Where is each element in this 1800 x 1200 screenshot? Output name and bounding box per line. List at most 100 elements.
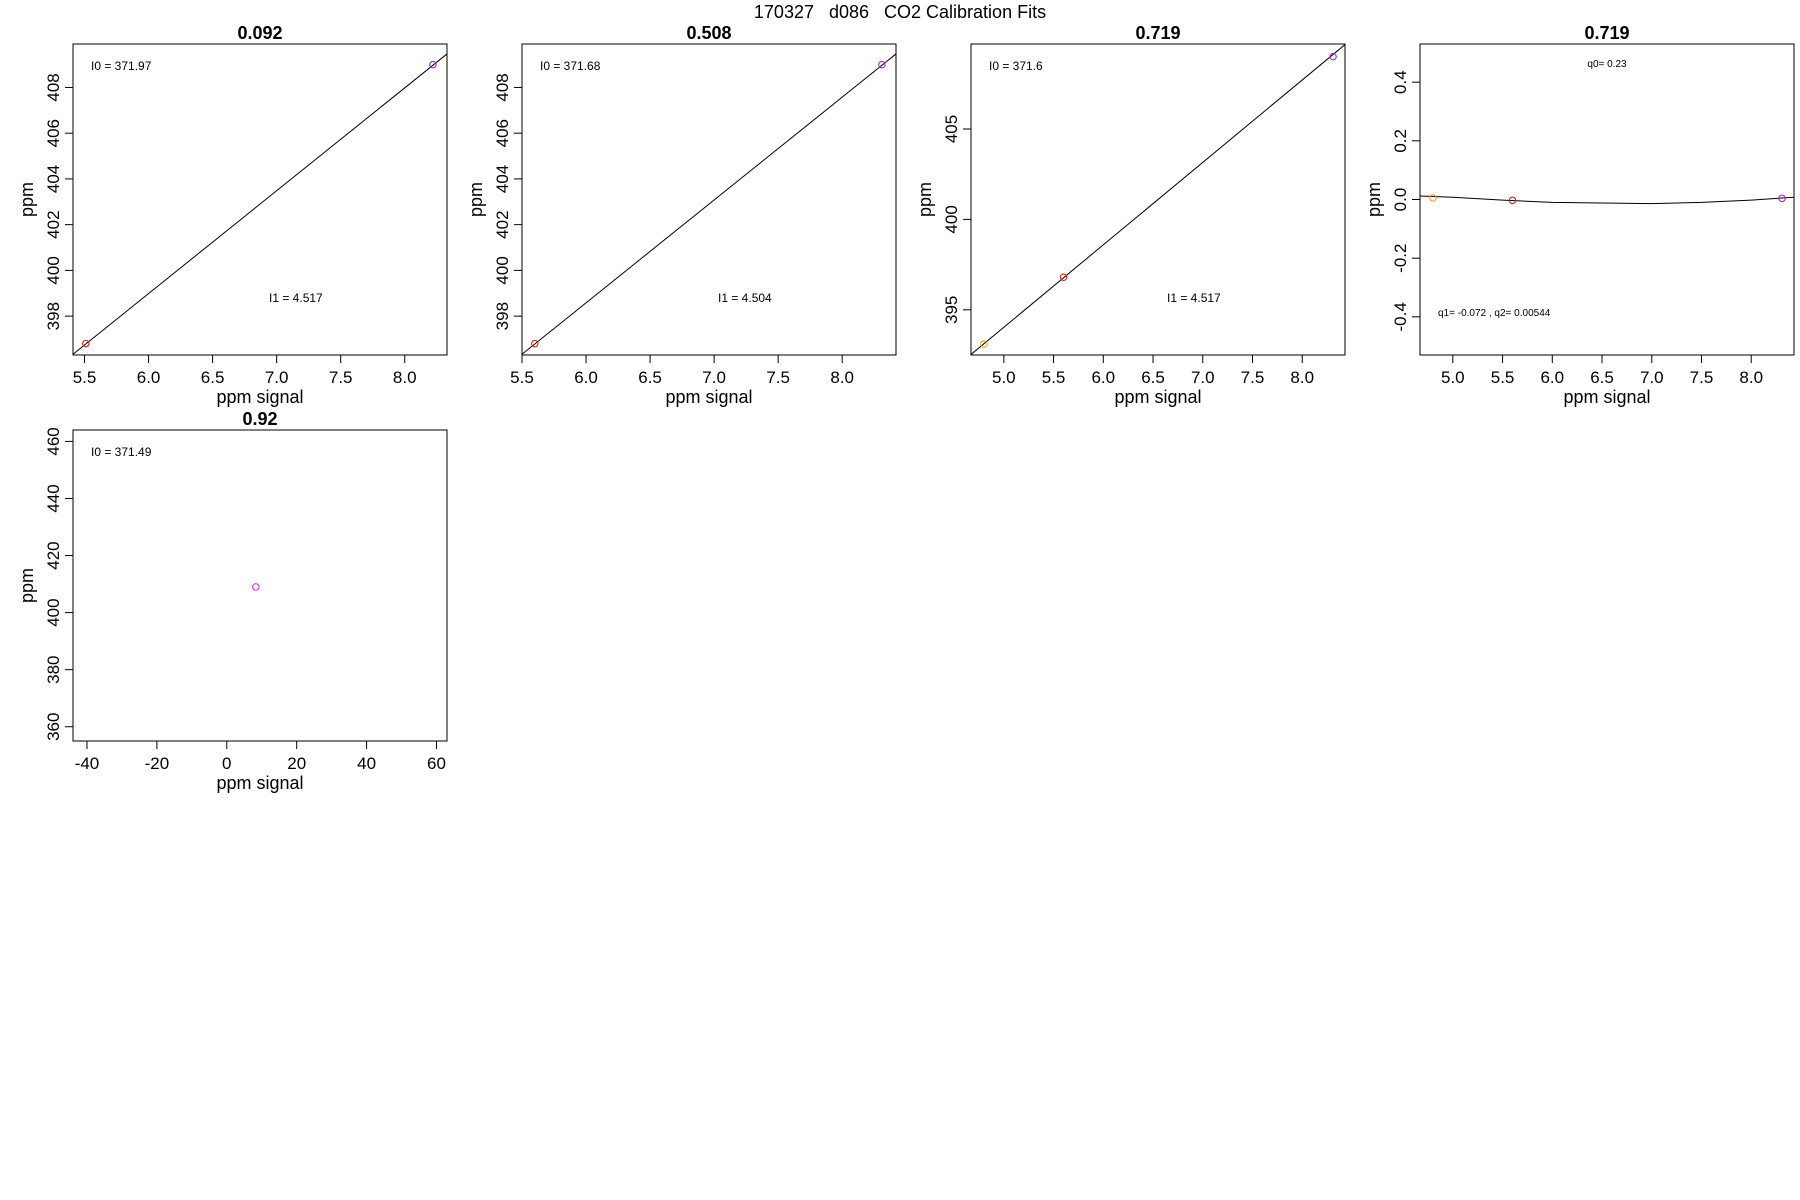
- x-tick-label: 7.0: [1640, 368, 1664, 387]
- chart-title: 0.719: [1584, 23, 1629, 43]
- x-tick-label: 7.0: [265, 368, 289, 387]
- page-title: 170327 d086 CO2 Calibration Fits: [753, 2, 1047, 22]
- plot-frame: [521, 43, 897, 356]
- x-tick-label: 6.5: [201, 368, 225, 387]
- y-tick-label: -0.2: [1391, 244, 1410, 273]
- x-tick-label: 8.0: [830, 368, 854, 387]
- y-tick-label: 0.4: [1391, 70, 1410, 94]
- data-point: [1059, 273, 1068, 281]
- x-tick-label: 8.0: [1739, 368, 1763, 387]
- y-tick-label: 406: [44, 119, 63, 147]
- x-tick-label: 5.5: [1042, 368, 1066, 387]
- x-tick-label: 5.5: [73, 368, 97, 387]
- chart-title: 0.719: [1135, 23, 1180, 43]
- x-tick-label: 8.0: [1290, 368, 1314, 387]
- fit-annotation: q1= -0.072 , q2= 0.00544: [1438, 308, 1551, 319]
- y-tick-label: 402: [493, 210, 512, 238]
- y-tick-label: 0.0: [1391, 188, 1410, 212]
- chart-title: 0.508: [686, 23, 731, 43]
- x-axis-label: ppm signal: [1114, 387, 1201, 407]
- chart-panel-1: 0.092 5.5 6.0 6.5 7.0 7.5 8.0 ppm signal 398 400 4…: [17, 23, 448, 407]
- x-axis-label: ppm signal: [216, 387, 303, 407]
- data-point: [1778, 194, 1786, 203]
- y-tick-label: 404: [44, 165, 63, 193]
- x-tick-label: 7.0: [1191, 368, 1215, 387]
- x-tick-label: 20: [287, 754, 306, 773]
- x-tick-label: 7.5: [766, 368, 790, 387]
- x-tick-label: 6.5: [638, 368, 662, 387]
- x-tick-label: 6.0: [1540, 368, 1564, 387]
- data-point: [1329, 52, 1337, 61]
- y-axis-label: ppm: [1364, 182, 1384, 217]
- x-tick-label: 0: [222, 754, 231, 773]
- fit-annotation: I0 = 371.97: [91, 59, 152, 73]
- data-point: [1429, 194, 1437, 202]
- x-tick-label: 7.5: [329, 368, 353, 387]
- fit-annotation: I1 = 4.504: [718, 291, 772, 305]
- data-point: [980, 340, 988, 348]
- y-tick-label: 400: [942, 205, 961, 233]
- x-axis-label: ppm signal: [665, 387, 752, 407]
- y-tick-label: 398: [493, 302, 512, 330]
- y-axis-label: ppm: [17, 568, 37, 603]
- fit-annotation: I1 = 4.517: [269, 291, 323, 305]
- fit-annotation: I0 = 371.49: [91, 445, 152, 459]
- x-tick-label: 6.0: [1091, 368, 1115, 387]
- x-tick-label: 6.0: [574, 368, 598, 387]
- y-tick-label: 405: [942, 115, 961, 143]
- y-tick-label: 395: [942, 296, 961, 324]
- y-axis-label: ppm: [915, 182, 935, 217]
- data-point: [878, 60, 886, 69]
- y-axis-label: ppm: [466, 182, 486, 217]
- x-tick-label: 6.0: [137, 368, 161, 387]
- plot-frame: [72, 43, 448, 356]
- chart-panel-5: 0.92 -40 -20 0 20 40 60 ppm signal 360 380 400 420 4…: [17, 409, 448, 793]
- y-tick-label: 360: [44, 713, 63, 741]
- x-tick-label: 5.5: [510, 368, 534, 387]
- y-tick-label: 400: [44, 256, 63, 284]
- y-tick-label: 440: [44, 484, 63, 512]
- x-tick-label: 5.0: [1441, 368, 1465, 387]
- data-point: [82, 339, 90, 348]
- fit-line: [1420, 195, 1794, 205]
- x-tick-label: 6.5: [1590, 368, 1614, 387]
- x-tick-label: 5.0: [992, 368, 1016, 387]
- fit-line: [522, 53, 896, 355]
- data-point: [252, 583, 260, 591]
- y-tick-label: 408: [44, 73, 63, 101]
- y-tick-label: 400: [493, 256, 512, 284]
- fit-annotation: q0= 0.23: [1587, 59, 1627, 70]
- chart-panel-4: 0.719 5.0 5.5 6.0 6.5 7.0 7.5 8.0 ppm signal -0.4…: [1364, 23, 1795, 407]
- x-axis-label: ppm signal: [1563, 387, 1650, 407]
- y-tick-label: 402: [44, 210, 63, 238]
- y-axis-label: ppm: [17, 182, 37, 217]
- x-tick-label: -20: [145, 754, 170, 773]
- x-tick-label: -40: [75, 754, 100, 773]
- fit-annotation: I0 = 371.68: [540, 59, 601, 73]
- chart-panel-3: 0.719 5.0 5.5 6.0 6.5 7.0 7.5 8.0 ppm signal 395 4…: [915, 23, 1346, 407]
- fit-line: [971, 44, 1345, 355]
- x-tick-label: 6.5: [1141, 368, 1165, 387]
- x-tick-label: 8.0: [393, 368, 417, 387]
- x-tick-label: 40: [357, 754, 376, 773]
- x-tick-label: 5.5: [1491, 368, 1515, 387]
- fit-annotation: I1 = 4.517: [1167, 291, 1221, 305]
- y-tick-label: 404: [493, 165, 512, 193]
- x-tick-label: 7.0: [702, 368, 726, 387]
- fit-annotation: I0 = 371.6: [989, 59, 1043, 73]
- y-tick-label: 400: [44, 598, 63, 626]
- y-tick-label: -0.4: [1391, 302, 1410, 331]
- y-tick-label: 420: [44, 541, 63, 569]
- x-tick-label: 7.5: [1241, 368, 1265, 387]
- x-tick-label: 7.5: [1690, 368, 1714, 387]
- fit-line: [73, 53, 447, 355]
- x-axis-label: ppm signal: [216, 773, 303, 793]
- data-point: [1508, 196, 1517, 205]
- chart-panel-2: 0.508 5.5 6.0 6.5 7.0 7.5 8.0 ppm signal 398 400 4…: [466, 23, 897, 407]
- y-tick-label: 0.2: [1391, 129, 1410, 153]
- x-tick-label: 60: [427, 754, 446, 773]
- chart-title: 0.092: [237, 23, 282, 43]
- chart-title: 0.92: [242, 409, 277, 429]
- data-point: [531, 339, 539, 348]
